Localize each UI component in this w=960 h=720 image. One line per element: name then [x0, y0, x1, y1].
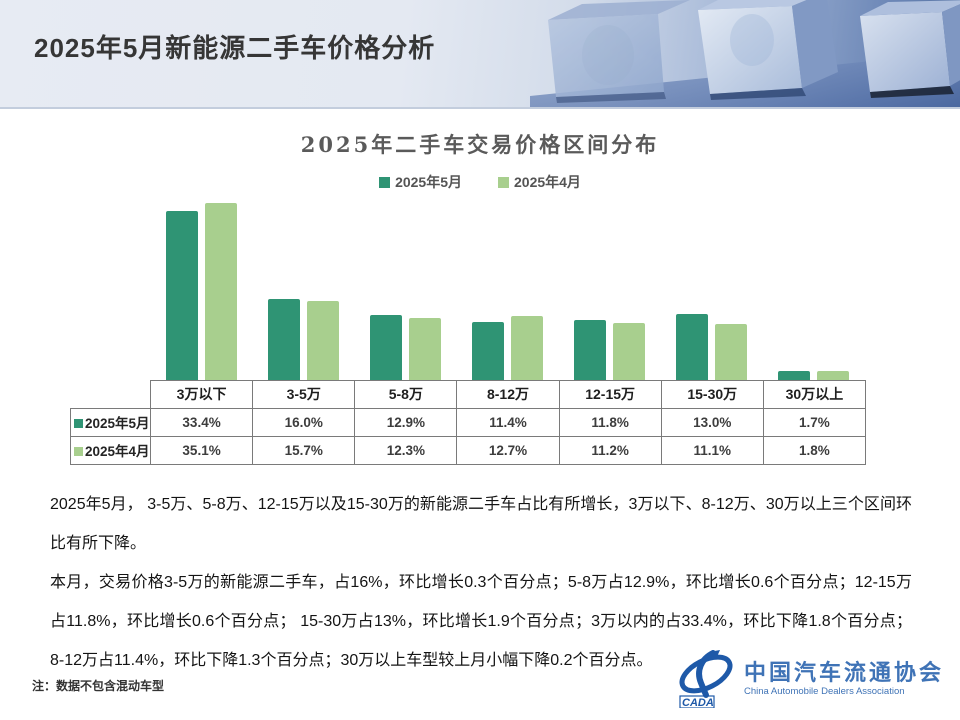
- table-cell: 12.9%: [354, 407, 458, 437]
- chart-plot: [150, 202, 865, 380]
- legend-swatch-icon: [379, 176, 391, 188]
- table-cell: 15.7%: [252, 435, 356, 465]
- table-column-header: 15-30万: [660, 380, 764, 409]
- bar: [204, 203, 237, 380]
- bar: [715, 324, 748, 380]
- bar-group-3: [354, 202, 456, 380]
- legend-item-2: 2025年4月: [498, 172, 581, 192]
- analysis-paragraph-2: 本月，交易价格3-5万的新能源二手车，占16%，环比增长0.3个百分点；5-8万…: [50, 573, 912, 669]
- table-cell: 1.8%: [762, 435, 867, 465]
- bar: [510, 316, 543, 380]
- bar: [676, 314, 709, 380]
- table-column-header: 12-15万: [558, 380, 662, 409]
- table-column-header: 30万以上: [762, 380, 867, 409]
- footnote: 注：数据不包含混动车型: [32, 679, 165, 693]
- table-column-header: 8-12万: [456, 380, 560, 409]
- legend-item-1: 2025年5月: [379, 172, 462, 192]
- bar: [369, 315, 402, 380]
- bar: [613, 323, 646, 380]
- table-corner-cell: [70, 380, 151, 408]
- data-table: 3万以下 3-5万 5-8万 8-12万 12-15万 15-30万 30万以上 2025年5…: [70, 380, 867, 465]
- bar-group-2: [252, 202, 354, 380]
- header-banner: 2025年5月新能源二手车价格分析: [0, 0, 960, 109]
- table-column-header: 5-8万: [354, 380, 458, 409]
- bar: [408, 318, 441, 380]
- logo-chinese-name: 中国汽车流通协会: [743, 659, 944, 685]
- table-row-label: 2025年5月: [70, 407, 151, 437]
- table-row-label: 2025年4月: [70, 435, 151, 465]
- table-cell: 11.2%: [558, 435, 662, 465]
- organization-logo: CADA 中国汽车流通协会 China Automobile Dealers A…: [676, 650, 944, 708]
- bar: [165, 211, 198, 380]
- table-row: 2025年4月 35.1% 15.7% 12.3% 12.7% 11.2% 11.1% 1.8…: [70, 435, 867, 465]
- bar-group-7: [763, 202, 865, 380]
- legend-label: 2025年5月: [395, 174, 462, 190]
- analysis-paragraph-1: 2025年5月， 3-5万、5-8万、12-15万以及15-30万的新能源二手车…: [50, 495, 912, 552]
- table-cell: 13.0%: [660, 407, 764, 437]
- table-header-row: 3万以下 3-5万 5-8万 8-12万 12-15万 15-30万 30万以上: [70, 380, 867, 409]
- bar: [574, 320, 607, 380]
- bar-group-5: [559, 202, 661, 380]
- series-swatch-icon: [74, 419, 83, 428]
- cada-logo-icon: CADA: [679, 650, 733, 708]
- table-cell: 11.8%: [558, 407, 662, 437]
- table-column-header: 3-5万: [252, 380, 356, 409]
- chart-title: 2025年二手车交易价格区间分布: [300, 132, 660, 157]
- legend-label: 2025年4月: [514, 174, 581, 190]
- series-swatch-icon: [74, 447, 83, 456]
- table-cell: 33.4%: [149, 407, 254, 437]
- page-title: 2025年5月新能源二手车价格分析: [34, 33, 436, 63]
- logo-text-block: 中国汽车流通协会 China Automobile Dealers Associ…: [744, 660, 944, 698]
- bar-group-6: [661, 202, 763, 380]
- table-cell: 35.1%: [149, 435, 254, 465]
- table-cell: 16.0%: [252, 407, 356, 437]
- table-row: 2025年5月 33.4% 16.0% 12.9% 11.4% 11.8% 13.0% 1.7…: [70, 407, 867, 437]
- bar-group-1: [150, 202, 252, 380]
- cubes-decoration-image: [530, 0, 960, 107]
- legend-swatch-icon: [498, 176, 509, 188]
- cada-acronym: CADA: [682, 697, 714, 708]
- bar: [306, 301, 339, 380]
- bar: [267, 299, 300, 380]
- table-cell: 11.4%: [456, 407, 560, 437]
- bar: [778, 371, 811, 380]
- table-cell: 11.1%: [660, 435, 764, 465]
- table-cell: 12.3%: [354, 435, 458, 465]
- chart-legend: 2025年5月 2025年4月: [0, 172, 960, 192]
- logo-english-name: China Automobile Dealers Association: [743, 686, 905, 698]
- table-cell: 1.7%: [762, 407, 867, 437]
- table-cell: 12.7%: [456, 435, 560, 465]
- table-body: 3万以下 3-5万 5-8万 8-12万 12-15万 15-30万 30万以上 2025年5…: [70, 380, 867, 465]
- analysis-text: 2025年5月， 3-5万、5-8万、12-15万以及15-30万的新能源二手车…: [50, 485, 912, 680]
- bar-group-4: [456, 202, 558, 380]
- bar: [471, 322, 504, 380]
- chart-area: 3万以下 3-5万 5-8万 8-12万 12-15万 15-30万 30万以上 2025年5…: [70, 202, 867, 465]
- table-column-header: 3万以下: [149, 380, 254, 409]
- bar: [817, 371, 850, 380]
